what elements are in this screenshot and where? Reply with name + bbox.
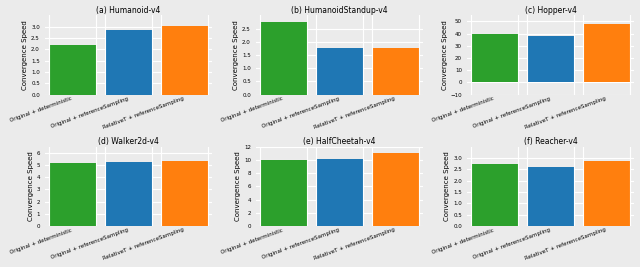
Title: (a) Humanoid-v4: (a) Humanoid-v4 — [97, 6, 161, 15]
Bar — [372, 153, 419, 226]
Title: (c) Hopper-v4: (c) Hopper-v4 — [525, 6, 577, 15]
Y-axis label: Convergence Speed: Convergence Speed — [444, 151, 451, 221]
Bar — [372, 48, 419, 95]
Bar — [260, 22, 307, 95]
Bar — [260, 160, 307, 226]
Bar — [316, 159, 364, 226]
Bar — [471, 164, 518, 226]
Y-axis label: Convergence Speed: Convergence Speed — [235, 151, 241, 221]
Y-axis label: Convergence Speed: Convergence Speed — [234, 20, 239, 90]
Bar — [527, 167, 574, 226]
Y-axis label: Convergence Speed: Convergence Speed — [442, 20, 447, 90]
Bar — [49, 45, 97, 95]
Title: (f) Reacher-v4: (f) Reacher-v4 — [524, 137, 577, 146]
Y-axis label: Convergence Speed: Convergence Speed — [22, 20, 28, 90]
Bar — [161, 26, 208, 95]
Bar — [583, 162, 630, 226]
Title: (e) HalfCheetah-v4: (e) HalfCheetah-v4 — [303, 137, 376, 146]
Title: (b) HumanoidStandup-v4: (b) HumanoidStandup-v4 — [291, 6, 388, 15]
Bar — [316, 48, 364, 95]
Bar — [105, 162, 152, 226]
Y-axis label: Convergence Speed: Convergence Speed — [28, 151, 33, 221]
Title: (d) Walker2d-v4: (d) Walker2d-v4 — [98, 137, 159, 146]
Bar — [583, 24, 630, 83]
Bar — [471, 34, 518, 83]
Bar — [527, 36, 574, 83]
Bar — [49, 163, 97, 226]
Bar — [105, 30, 152, 95]
Bar — [161, 161, 208, 226]
